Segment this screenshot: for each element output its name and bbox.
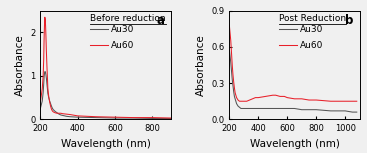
Text: Au60: Au60 bbox=[111, 41, 134, 50]
Text: Post Reduction: Post Reduction bbox=[279, 14, 346, 23]
Text: Au60: Au60 bbox=[300, 41, 323, 50]
Text: Au30: Au30 bbox=[300, 25, 323, 34]
Y-axis label: Absorbance: Absorbance bbox=[196, 34, 206, 96]
X-axis label: Wavelength (nm): Wavelength (nm) bbox=[250, 139, 339, 149]
Text: b: b bbox=[345, 14, 353, 27]
Text: Before reduction: Before reduction bbox=[90, 14, 166, 23]
Text: a: a bbox=[156, 14, 164, 27]
Y-axis label: Absorbance: Absorbance bbox=[15, 34, 25, 96]
Text: Au30: Au30 bbox=[111, 25, 134, 34]
X-axis label: Wavelength (nm): Wavelength (nm) bbox=[61, 139, 150, 149]
